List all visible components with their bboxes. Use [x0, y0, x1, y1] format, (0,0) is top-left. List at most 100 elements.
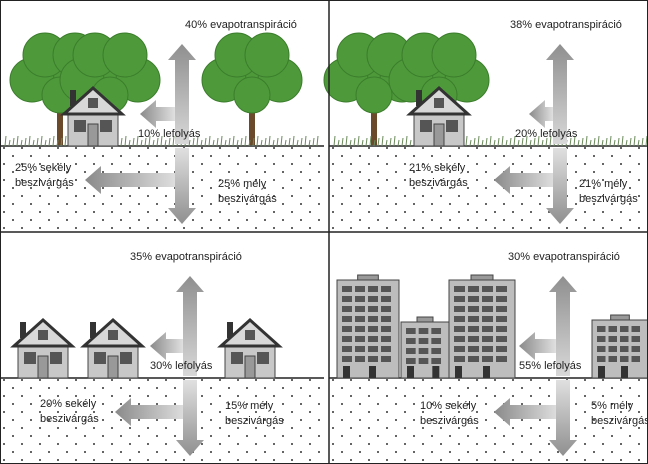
grass — [160, 135, 163, 147]
building-window — [454, 316, 465, 322]
house-window — [231, 352, 243, 364]
grass — [188, 139, 191, 147]
deep-infiltration-label: 25% mély — [218, 178, 267, 190]
building-window — [454, 296, 465, 302]
building-door — [369, 366, 376, 378]
building-window — [454, 346, 465, 352]
grass — [288, 137, 291, 147]
runoff-label: 20% lefolyás — [515, 128, 578, 140]
grass — [168, 137, 171, 147]
building-window — [342, 326, 352, 332]
grass — [216, 137, 219, 147]
grass — [248, 139, 251, 147]
arrow-left — [519, 332, 556, 360]
grass — [529, 139, 532, 147]
grass — [381, 135, 384, 147]
house-window — [50, 352, 62, 364]
grass — [373, 139, 376, 147]
panel: 40% evapotranspiráció 10% lefolyás 25% sek… — [0, 19, 324, 232]
building-window — [342, 286, 352, 292]
grass — [260, 139, 263, 147]
grass — [353, 137, 356, 147]
grass — [164, 139, 167, 147]
grass — [236, 139, 239, 147]
grass — [577, 139, 580, 147]
grass — [200, 139, 203, 147]
building-window — [355, 286, 365, 292]
building-window — [496, 356, 507, 362]
grass — [369, 135, 372, 147]
building-window — [482, 346, 493, 352]
building-window — [368, 296, 378, 302]
building-window — [406, 328, 416, 334]
panel: 35% evapotranspiráció 30% lefolyás 20% sek… — [0, 251, 324, 464]
grass — [589, 139, 592, 147]
grass — [465, 135, 468, 147]
house-window — [88, 98, 98, 108]
deep-infiltration-label: 21% mély — [579, 178, 628, 190]
house-chimney — [70, 90, 76, 106]
grass — [621, 135, 624, 147]
building-door — [483, 366, 490, 378]
tree-crown — [355, 76, 393, 114]
building-window — [381, 286, 391, 292]
building-window — [418, 348, 429, 354]
grass — [481, 139, 484, 147]
house-window — [257, 352, 269, 364]
building-window — [355, 316, 365, 322]
building-window — [418, 328, 429, 334]
evapotranspiration-label: 30% evapotranspiráció — [508, 251, 620, 263]
grass — [152, 139, 155, 147]
grass — [637, 139, 640, 147]
grass — [357, 135, 360, 147]
house-window — [434, 98, 444, 108]
building-window — [468, 336, 479, 342]
building-window — [468, 346, 479, 352]
building-window — [631, 356, 640, 362]
building-window — [620, 356, 629, 362]
building-window — [381, 346, 391, 352]
house-door — [433, 123, 445, 147]
grass — [28, 135, 31, 147]
building-window — [620, 336, 629, 342]
grass — [401, 137, 404, 147]
building-window — [368, 316, 378, 322]
grass — [296, 139, 299, 147]
building-roof — [470, 274, 494, 281]
tree-trunk — [249, 95, 255, 145]
grass — [537, 135, 540, 147]
grass — [513, 135, 516, 147]
house-window — [446, 120, 458, 132]
building-window — [381, 336, 391, 342]
grass — [284, 139, 287, 147]
grass — [240, 137, 243, 147]
arrow-down — [549, 380, 577, 456]
ground — [0, 378, 324, 464]
grass — [220, 135, 223, 147]
building-window — [368, 326, 378, 332]
building-window — [597, 336, 606, 342]
arrow-down — [168, 148, 196, 224]
grass — [292, 135, 295, 147]
tree-crown — [244, 32, 290, 78]
building-window — [496, 336, 507, 342]
building-window — [431, 338, 441, 344]
building-window — [406, 348, 416, 354]
building-window — [454, 306, 465, 312]
grass — [128, 139, 131, 147]
tree-trunk — [371, 95, 377, 145]
house-door — [37, 355, 49, 379]
tree-crown — [431, 32, 477, 78]
grass — [252, 137, 255, 147]
building-window — [381, 296, 391, 302]
deep-infiltration-label: beszivárgás — [591, 415, 648, 427]
building-window — [355, 326, 365, 332]
grass — [228, 137, 231, 147]
grass — [469, 139, 472, 147]
arrow-left — [85, 166, 178, 194]
grass — [232, 135, 235, 147]
grass — [204, 137, 207, 147]
building-roof — [610, 314, 630, 321]
grass — [12, 137, 15, 147]
